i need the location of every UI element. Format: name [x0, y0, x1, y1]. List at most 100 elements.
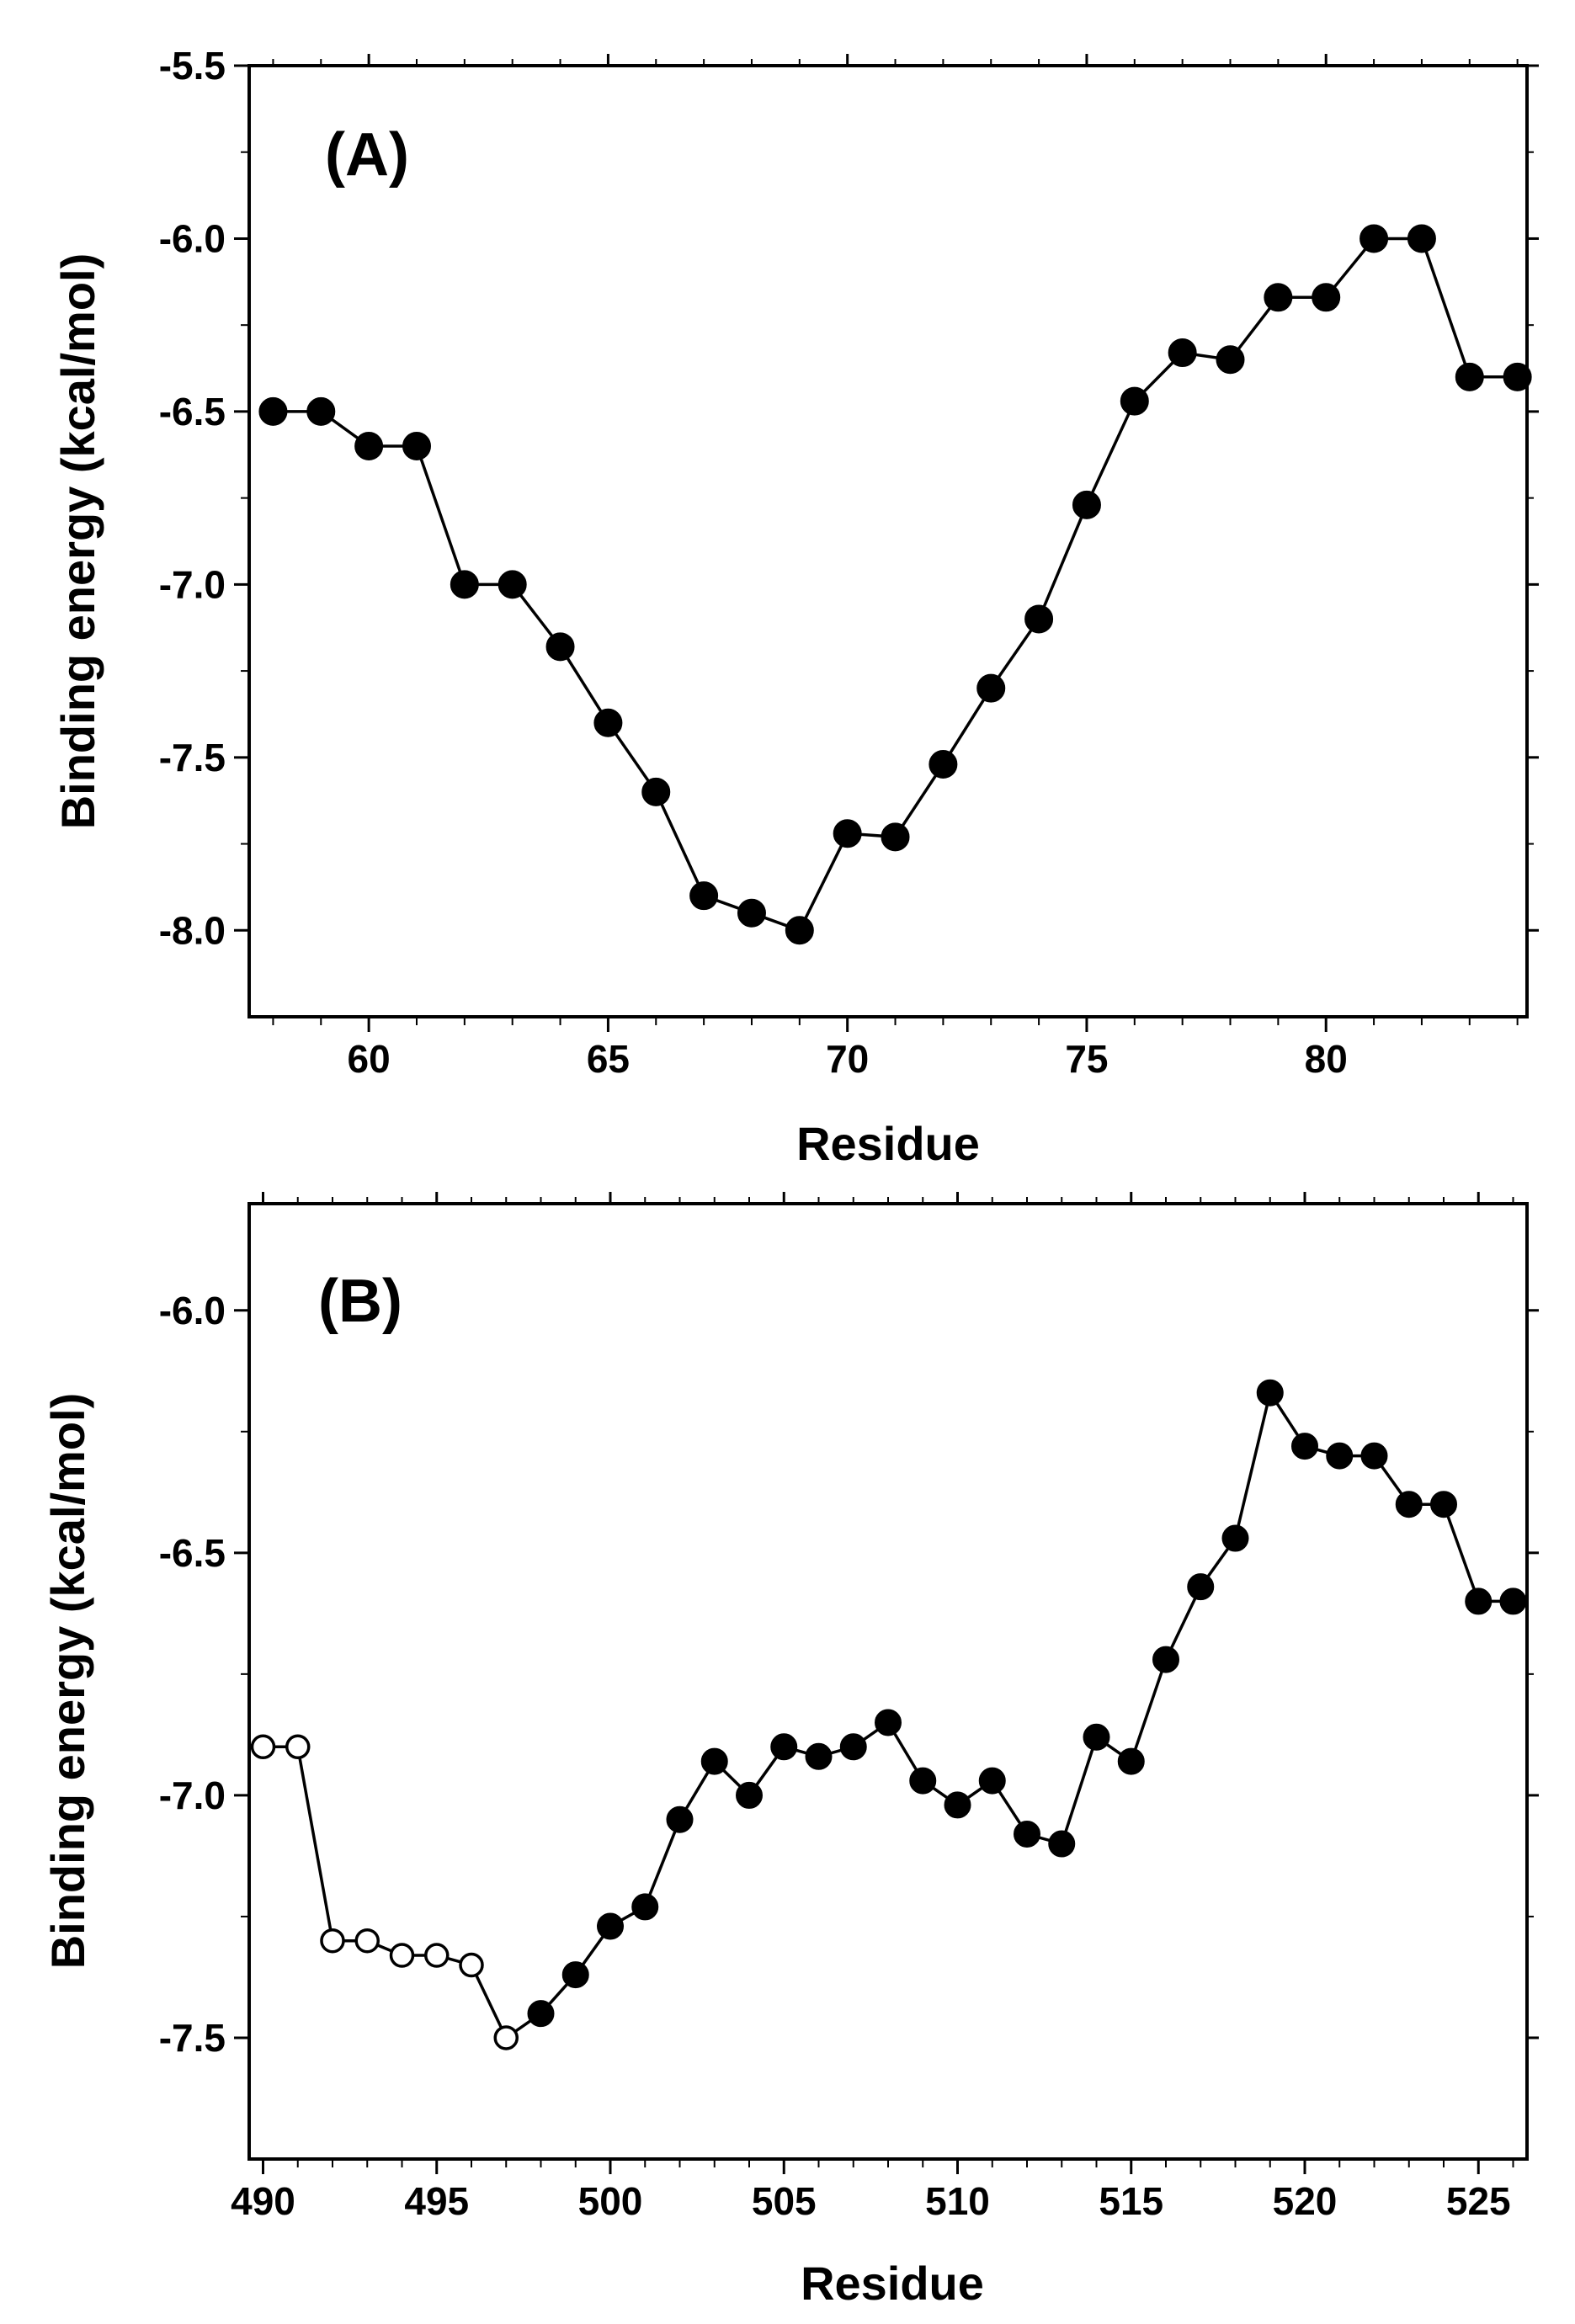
panel-b-x-tick-label: 490 [231, 2179, 295, 2223]
panel-b-hollow-point [354, 1928, 380, 1954]
panel-b-data-point [736, 1781, 763, 1809]
panel-a-data-point [1455, 362, 1484, 391]
panel-a-data-point [1264, 283, 1293, 312]
panel-b-data-point [1083, 1723, 1110, 1751]
panel-b-data-point [1014, 1820, 1040, 1848]
panel-b-hollow-point [459, 1952, 484, 1978]
panel-b-data-point [1360, 1442, 1388, 1470]
panel-b-x-tick-label: 510 [925, 2179, 990, 2223]
panel-a-data-point [976, 673, 1006, 703]
panel-b-data-point [770, 1733, 798, 1761]
panel-b-hollow-point [250, 1734, 276, 1760]
panel-b-y-tick-label: -6.0 [159, 1289, 226, 1332]
panel-b-data-point [805, 1742, 833, 1770]
panel-a-y-tick-label: -6.5 [159, 390, 226, 433]
panel-b-x-axis-title: Residue [801, 2257, 984, 2310]
panel-a-data-point [1216, 345, 1245, 375]
panel-a-data-point [1024, 604, 1054, 634]
panel-b-data-point [597, 1912, 624, 1940]
panel-b-y-axis-title: Binding energy (kcal/mol) [41, 1393, 94, 1970]
panel-b-data-point [978, 1767, 1006, 1795]
panel-b-x-tick-label: 520 [1273, 2179, 1338, 2223]
panel-a-series [258, 224, 1532, 945]
panel-b-hollow-point [285, 1734, 311, 1760]
panel-a-data-point [1168, 338, 1197, 368]
panel-a-data-point [1360, 224, 1389, 253]
panel-a-data-point [1503, 362, 1532, 391]
panel-b-data-point [631, 1893, 659, 1921]
panel-a-data-point [1312, 283, 1341, 312]
panel-a-data-point [929, 750, 958, 779]
panel-a-data-point [450, 570, 479, 599]
panel-b-data-point [1395, 1491, 1423, 1518]
panel-b-data-point [1291, 1433, 1318, 1460]
panel-a-data-point [402, 432, 431, 460]
panel-b-hollow-point [493, 2025, 519, 2050]
panel-a-data-point [354, 432, 384, 460]
panel-b-ticks: 490 495 500 505 510 515 520 525 -6.0 -6.5 -7.0 -7.5 [159, 1192, 1539, 2223]
panel-b-x-tick-label: 495 [404, 2179, 469, 2223]
panel-a-data-point [306, 396, 336, 426]
panel-b-data-point [1256, 1379, 1284, 1407]
panel-b-data-point [666, 1805, 694, 1833]
panel-b-data-point [1430, 1491, 1457, 1518]
panel-b-data-point [1221, 1524, 1249, 1552]
panel-a-y-tick-label: -8.0 [159, 908, 226, 952]
panel-a-data-point [498, 570, 527, 599]
panel-a-x-axis-title: Residue [796, 1117, 980, 1170]
panel-b-data-point [1117, 1747, 1145, 1775]
panel-b-hollow-point [389, 1943, 415, 1968]
panel-b-data-point [1465, 1587, 1493, 1615]
panel-a-data-point [881, 822, 910, 852]
panel-a-data-point [689, 881, 719, 911]
panel-a-data-point [833, 819, 862, 848]
panel-b-y-tick-label: -7.0 [159, 1774, 226, 1817]
panel-a-plot-frame [247, 64, 1529, 1018]
panel-b-data-point [527, 2000, 555, 2028]
panel-b-data-point [700, 1747, 728, 1775]
panel-b-hollow-point [320, 1928, 345, 1954]
panel-a-data-point [1120, 386, 1149, 416]
panel-a-data-point [593, 708, 623, 737]
panel-a-x-tick-label: 70 [826, 1037, 869, 1081]
panel-a-data-point [737, 898, 766, 928]
panel-b-x-tick-label: 505 [752, 2179, 817, 2223]
panel-b-data-point [561, 1961, 589, 1989]
panel-b-data-point [944, 1791, 971, 1819]
panel-a-ticks: 60 65 70 75 80 -5.5 -6.0 -6.5 -7.0 -7.5 -8.0 [159, 44, 1539, 1081]
panel-a-data-point [1072, 490, 1101, 519]
panel-b-data-point [1187, 1573, 1215, 1601]
panel-a-y-tick-label: -7.0 [159, 562, 226, 606]
panel-b-data-point [875, 1709, 902, 1736]
panel-a-chart: (A) Residue Binding energy (kcal/mol) 60… [51, 44, 1539, 1170]
panel-b-x-tick-label: 500 [578, 2179, 643, 2223]
panel-b-y-tick-label: -6.5 [159, 1531, 226, 1575]
panel-b-data-point [1152, 1646, 1179, 1673]
panel-a-data-point [1407, 224, 1436, 253]
panel-a-data-point [258, 396, 288, 426]
panel-a-data-point [785, 916, 814, 945]
panel-b-x-tick-label: 525 [1446, 2179, 1511, 2223]
panel-a-x-tick-label: 80 [1305, 1037, 1348, 1081]
panel-b-data-point [1326, 1442, 1354, 1470]
panel-b-data-point [909, 1767, 937, 1795]
panel-b-data-point [839, 1733, 867, 1761]
panel-b-hollow-point [424, 1943, 450, 1968]
panel-a-y-axis-title: Binding energy (kcal/mol) [51, 253, 104, 830]
panel-b-x-tick-label: 515 [1099, 2179, 1163, 2223]
panel-a-x-tick-label: 65 [587, 1037, 630, 1081]
panel-a-data-point [641, 777, 671, 806]
panel-b-series [250, 1379, 1527, 2050]
panel-b-data-point [1499, 1587, 1527, 1615]
panel-a-y-tick-label: -6.0 [159, 216, 226, 260]
panel-a-label: (A) [325, 121, 409, 189]
panel-a-x-tick-label: 60 [348, 1037, 391, 1081]
panel-a-x-tick-label: 75 [1065, 1037, 1108, 1081]
panel-a-y-tick-label: -7.5 [159, 736, 226, 779]
panel-b-data-point [1048, 1830, 1076, 1858]
panel-b-y-tick-label: -7.5 [159, 2016, 226, 2060]
panel-b-label: (B) [318, 1268, 402, 1335]
panel-a-y-tick-label: -5.5 [159, 44, 226, 88]
